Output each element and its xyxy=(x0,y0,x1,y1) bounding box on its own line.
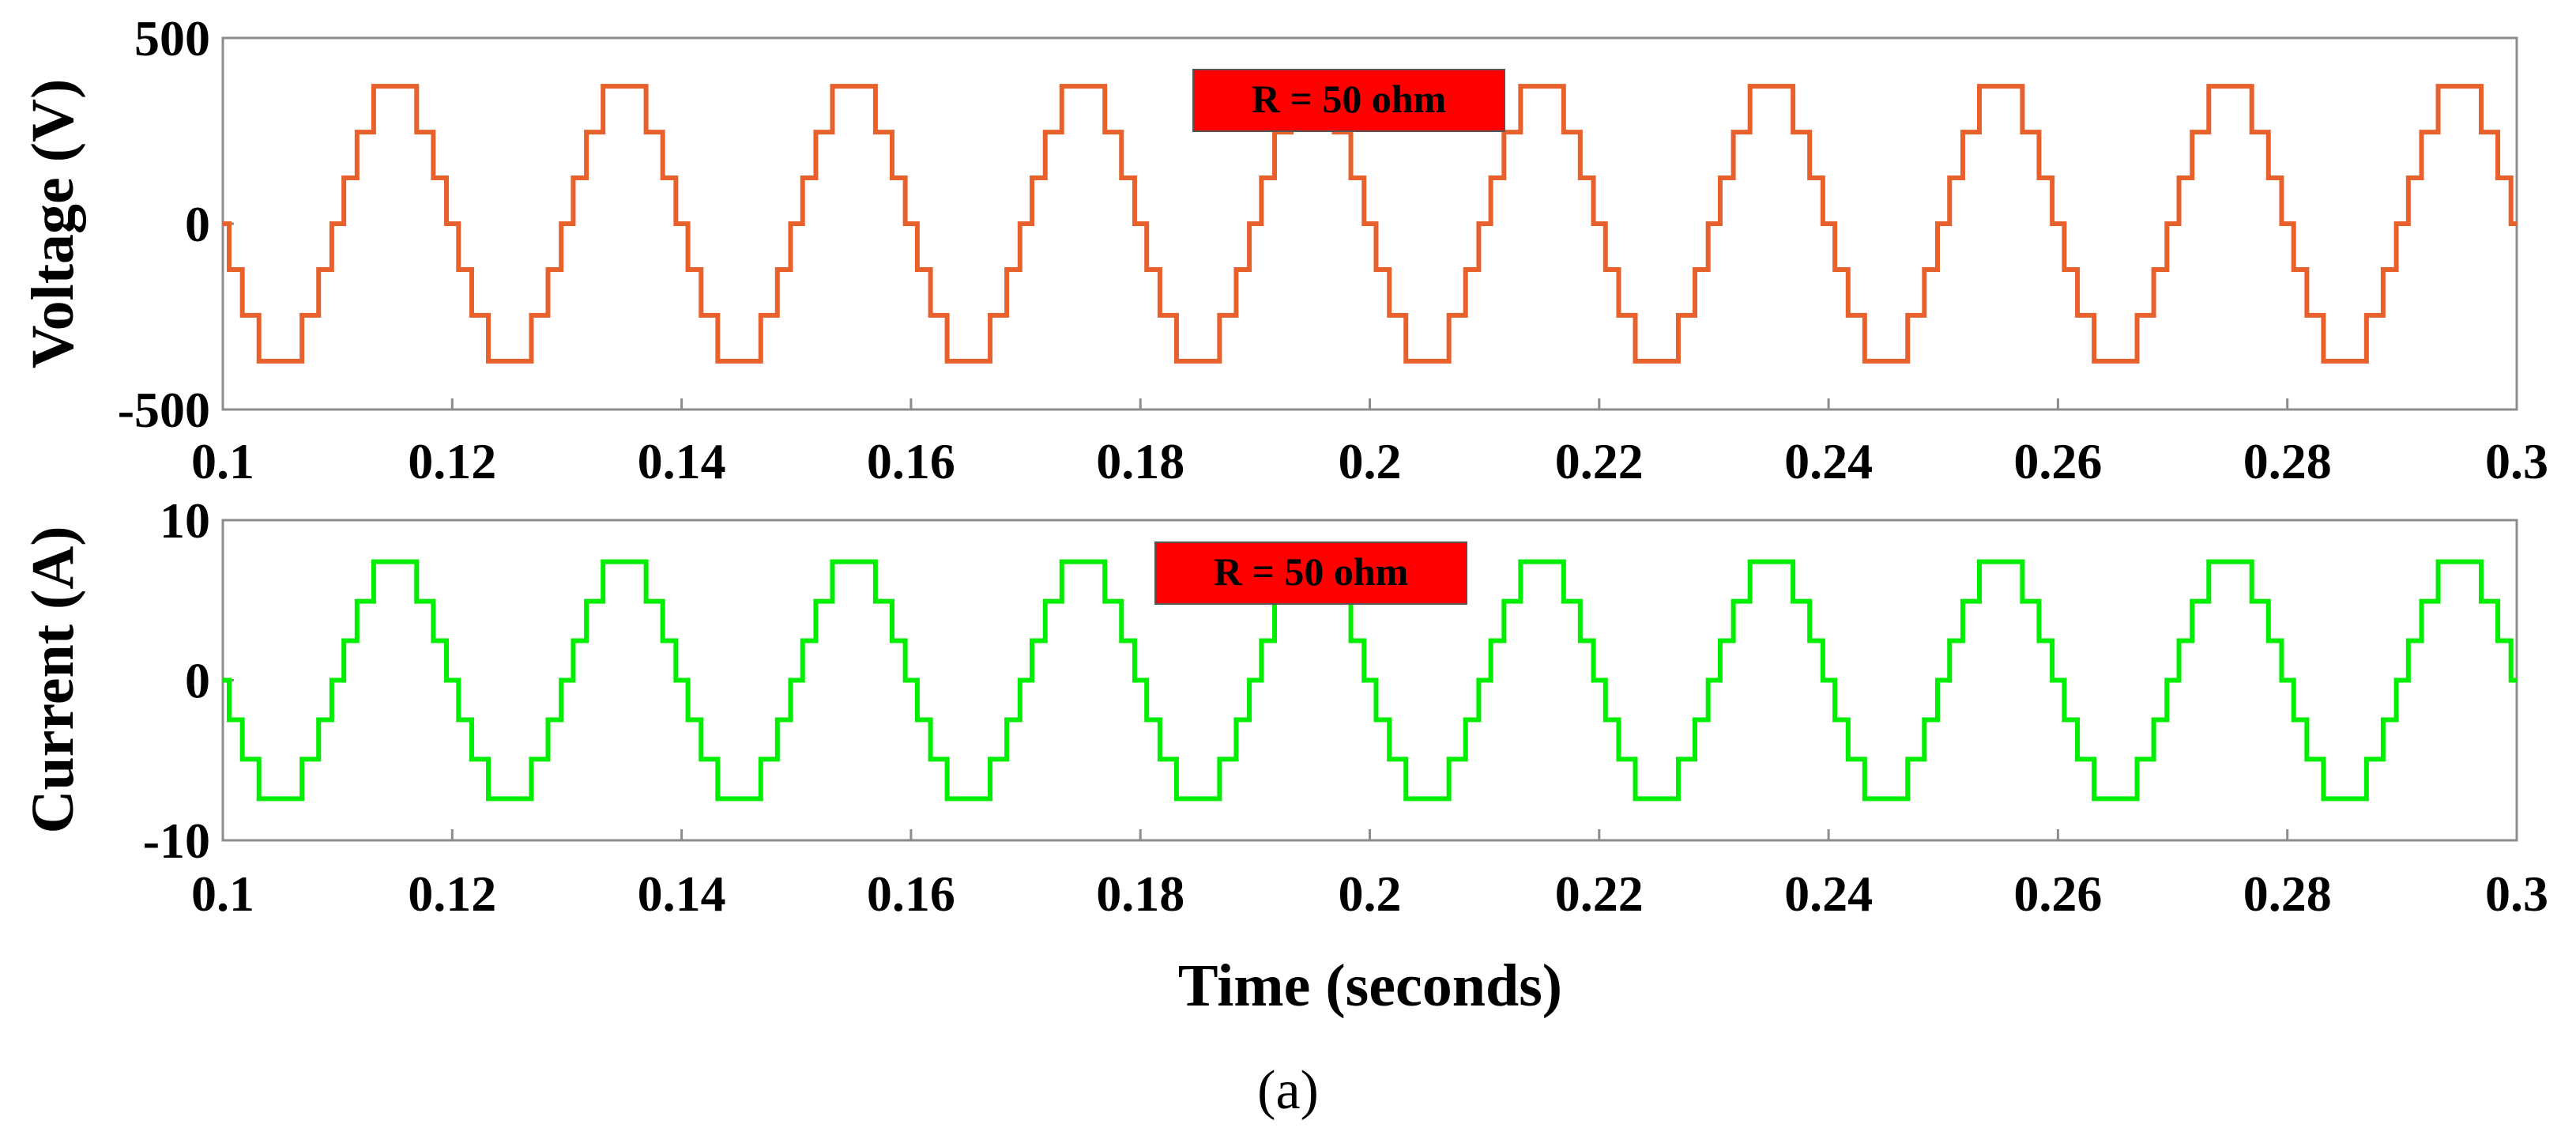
voltage-y-tick-label: -500 xyxy=(118,382,210,438)
voltage-annotation: R = 50 ohm xyxy=(1192,69,1505,132)
current-series-line xyxy=(223,559,2517,802)
voltage-x-tick-label: 0.24 xyxy=(1784,433,1873,489)
voltage-x-tick-label: 0.2 xyxy=(1339,433,1402,489)
voltage-x-tick-label: 0.3 xyxy=(2485,433,2548,489)
voltage-y-axis-label: Voltage (V) xyxy=(20,79,86,369)
current-x-tick-label: 0.2 xyxy=(1339,866,1402,922)
voltage-x-tick-label: 0.1 xyxy=(191,433,254,489)
current-y-tick-label: -10 xyxy=(143,813,210,869)
current-x-tick-label: 0.24 xyxy=(1784,866,1873,922)
current-x-tick-label: 0.18 xyxy=(1096,866,1184,922)
current-x-tick-label: 0.28 xyxy=(2243,866,2332,922)
figure-caption: (a) xyxy=(1257,1060,1319,1121)
voltage-y-tick-label: 500 xyxy=(134,10,210,66)
voltage-annotation-box xyxy=(1192,69,1505,132)
current-x-tick-label: 0.3 xyxy=(2485,866,2548,922)
current-y-ticks: -10 0 10 xyxy=(143,492,234,869)
current-x-tick-label: 0.22 xyxy=(1555,866,1644,922)
current-x-tick-label: 0.1 xyxy=(191,866,254,922)
current-y-tick-label: 0 xyxy=(185,653,210,709)
voltage-y-ticks: -500 0 500 xyxy=(118,10,234,438)
current-annotation: R = 50 ohm xyxy=(1154,541,1467,605)
voltage-y-tick-label: 0 xyxy=(185,196,210,252)
voltage-annotation-label: R = 50 ohm xyxy=(1252,77,1447,121)
voltage-x-ticks: 0.1 0.12 0.14 0.16 0.18 0.2 0.22 0.24 0.26 0.28 0.… xyxy=(191,398,2548,489)
current-y-axis-label: Current (A) xyxy=(20,526,86,833)
time-x-axis-label: Time (seconds) xyxy=(1178,953,1562,1019)
voltage-series-line xyxy=(223,84,2517,364)
current-x-tick-label: 0.26 xyxy=(2013,866,2102,922)
current-y-tick-label: 10 xyxy=(160,492,210,549)
voltage-x-tick-label: 0.14 xyxy=(638,433,726,489)
voltage-x-tick-label: 0.16 xyxy=(867,433,955,489)
current-annotation-box xyxy=(1154,541,1467,605)
voltage-x-tick-label: 0.26 xyxy=(2013,433,2102,489)
current-annotation-label: R = 50 ohm xyxy=(1214,549,1409,594)
current-x-tick-label: 0.12 xyxy=(408,866,496,922)
voltage-x-tick-label: 0.12 xyxy=(408,433,496,489)
current-x-tick-label: 0.14 xyxy=(638,866,726,922)
current-x-ticks: 0.1 0.12 0.14 0.16 0.18 0.2 0.22 0.24 0.26 0.28 0.… xyxy=(191,829,2548,922)
current-x-tick-label: 0.16 xyxy=(867,866,955,922)
voltage-x-tick-label: 0.18 xyxy=(1096,433,1184,489)
voltage-x-tick-label: 0.28 xyxy=(2243,433,2332,489)
voltage-x-tick-label: 0.22 xyxy=(1555,433,1644,489)
current-panel: -10 0 10 0.1 0.12 0.14 0.16 0.18 0.2 0.22 0.24 0.2… xyxy=(20,492,2548,1019)
